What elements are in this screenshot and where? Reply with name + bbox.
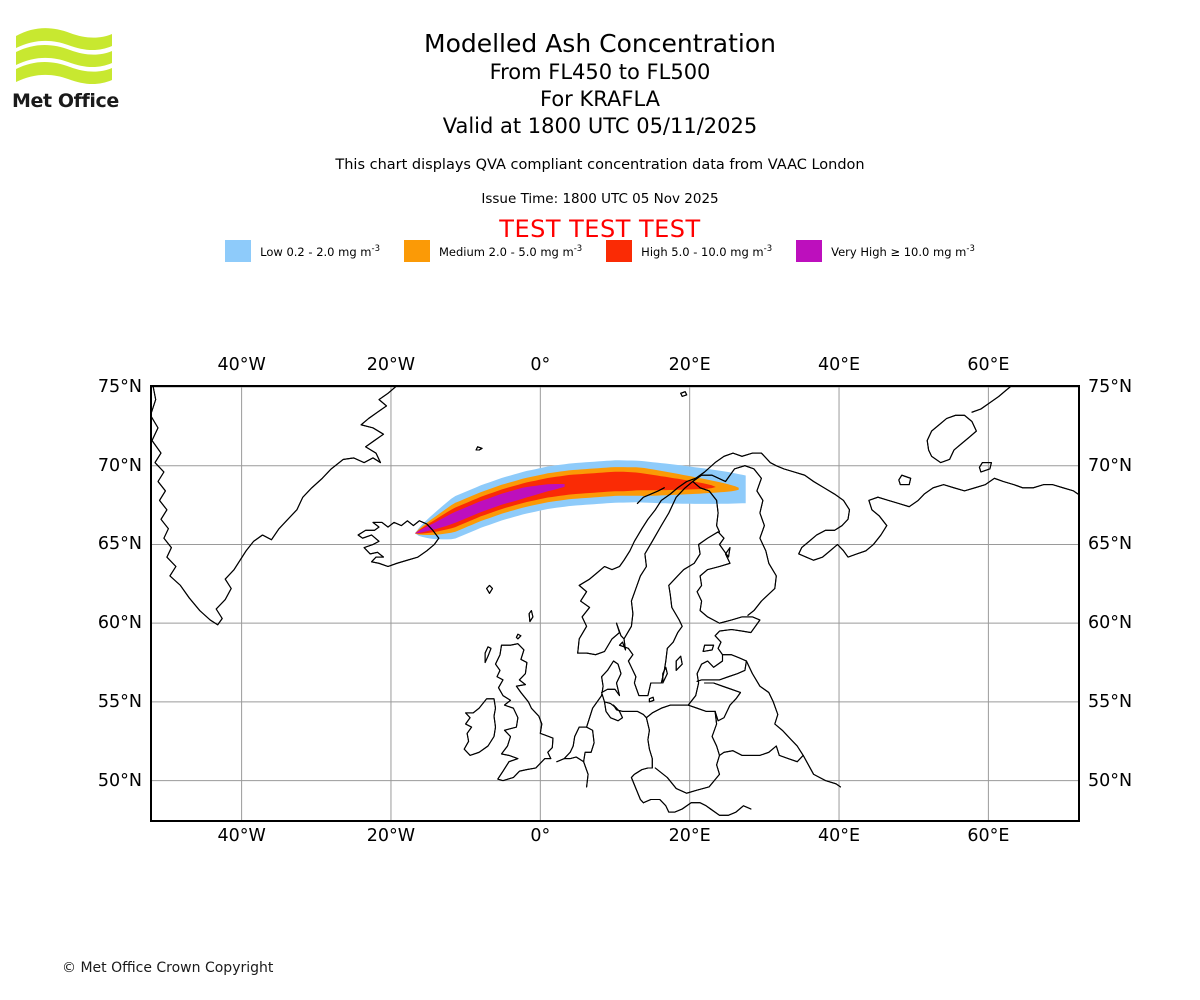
legend-swatch-low bbox=[225, 240, 252, 262]
coastline-segment bbox=[475, 446, 483, 451]
lat-label-right-5: 75°N bbox=[1088, 377, 1133, 397]
legend-label-medium: Medium 2.0 - 5.0 mg m-3 bbox=[438, 243, 583, 259]
coastline-segment bbox=[971, 387, 1011, 413]
map-canvas bbox=[152, 387, 1078, 820]
coastline-segment bbox=[623, 480, 694, 640]
legend-swatch-medium bbox=[403, 240, 430, 262]
lat-label-left-1: 55°N bbox=[97, 691, 142, 712]
subtitle-flight-levels: From FL450 to FL500 bbox=[489, 60, 711, 84]
lat-label-right-0: 50°N bbox=[1088, 770, 1133, 791]
lon-label-bottom-4: 40°E bbox=[817, 826, 861, 846]
coastline-segment bbox=[926, 414, 977, 464]
map-frame bbox=[150, 385, 1080, 822]
lat-label-left-2: 60°N bbox=[97, 613, 142, 634]
lon-label-top-0: 40°W bbox=[217, 355, 266, 375]
coastline-segment bbox=[898, 474, 912, 486]
coastline-segment bbox=[528, 610, 534, 623]
lon-label-top-3: 20°E bbox=[668, 355, 711, 375]
legend-label-very-high: Very High ≥ 10.0 mg m-3 bbox=[831, 243, 975, 259]
coastline-segment bbox=[711, 710, 721, 775]
legend-label-high: High 5.0 - 10.0 mg m-3 bbox=[641, 243, 773, 259]
met-office-logo-label: Met Office bbox=[12, 90, 119, 112]
plume-band-high bbox=[414, 471, 716, 534]
concentration-legend: Low 0.2 - 2.0 mg m-3 Medium 2.0 - 5.0 mg… bbox=[0, 240, 1200, 262]
coastline-segment bbox=[463, 698, 497, 756]
lon-label-top-4: 40°E bbox=[817, 355, 861, 375]
lat-label-left-4: 70°N bbox=[97, 455, 142, 476]
lat-label-right-4: 70°N bbox=[1088, 455, 1133, 476]
coastline-segment bbox=[583, 726, 595, 788]
qva-note: This chart displays QVA compliant concen… bbox=[335, 157, 865, 173]
ash-plume bbox=[414, 460, 746, 540]
coastline-segment bbox=[692, 480, 721, 533]
lon-label-top-2: 0° bbox=[530, 355, 551, 375]
lon-label-bottom-3: 20°E bbox=[668, 826, 711, 846]
lon-label-top-5: 60°E bbox=[967, 355, 1010, 375]
plume-band-very-high bbox=[414, 484, 565, 534]
lat-label-right-1: 55°N bbox=[1088, 691, 1133, 712]
coastline-segment bbox=[692, 465, 777, 616]
coastline-segment bbox=[636, 487, 665, 505]
legend-swatch-high bbox=[606, 240, 633, 262]
coastline-segment bbox=[577, 452, 851, 654]
coastline-segment bbox=[675, 655, 683, 671]
coastline-segment bbox=[710, 805, 752, 816]
coastline-segment bbox=[494, 643, 554, 782]
coastline-segment bbox=[648, 696, 655, 703]
coastlines-overlay bbox=[152, 387, 1078, 816]
lat-label-left-3: 65°N bbox=[97, 534, 142, 555]
coastline-segment bbox=[484, 646, 492, 664]
lat-label-left-5: 75°N bbox=[97, 377, 142, 397]
coastline-segment bbox=[654, 767, 721, 794]
lat-label-right-2: 60°N bbox=[1088, 613, 1133, 634]
lon-label-bottom-0: 40°W bbox=[217, 826, 266, 846]
legend-item-medium: Medium 2.0 - 5.0 mg m-3 bbox=[403, 240, 583, 262]
subtitle-volcano: For KRAFLA bbox=[540, 87, 660, 111]
test-banner: TEST TEST TEST bbox=[499, 215, 701, 243]
coastline-segment bbox=[718, 660, 804, 763]
coastline-segment bbox=[486, 584, 494, 594]
issue-time: Issue Time: 1800 UTC 05 Nov 2025 bbox=[481, 191, 719, 207]
legend-swatch-very-high bbox=[796, 240, 823, 262]
met-office-logo bbox=[12, 24, 122, 114]
coastline-segment bbox=[630, 767, 649, 804]
legend-item-low: Low 0.2 - 2.0 mg m-3 bbox=[225, 240, 380, 262]
met-office-waves-icon bbox=[16, 28, 112, 85]
coastline-segment bbox=[805, 477, 1078, 561]
subtitle-valid-time: Valid at 1800 UTC 05/11/2025 bbox=[442, 114, 758, 138]
coastline-segment bbox=[687, 704, 716, 712]
coastline-segment bbox=[662, 666, 668, 684]
coastline-segment bbox=[714, 691, 742, 722]
coastline-segment bbox=[702, 644, 715, 653]
coastline-segment bbox=[642, 798, 712, 813]
coastline-segment bbox=[978, 462, 992, 473]
coastline-segment bbox=[603, 701, 618, 709]
lon-label-bottom-2: 0° bbox=[530, 826, 551, 846]
legend-item-very-high: Very High ≥ 10.0 mg m-3 bbox=[796, 240, 975, 262]
lon-label-bottom-1: 20°W bbox=[366, 826, 416, 846]
page-title-block: Modelled Ash Concentration From FL450 to… bbox=[0, 28, 1200, 140]
coastline-segment bbox=[357, 520, 440, 568]
legend-label-low: Low 0.2 - 2.0 mg m-3 bbox=[260, 243, 380, 259]
legend-item-high: High 5.0 - 10.0 mg m-3 bbox=[606, 240, 772, 262]
lat-label-right-3: 65°N bbox=[1088, 534, 1133, 555]
coastline-segment bbox=[645, 717, 653, 769]
map-gridlines bbox=[152, 387, 1078, 820]
coastline-segment bbox=[704, 682, 742, 694]
coastline-segment bbox=[696, 654, 747, 682]
copyright-notice: © Met Office Crown Copyright bbox=[62, 960, 274, 976]
lat-label-left-0: 50°N bbox=[97, 770, 142, 791]
coastline-segment bbox=[152, 387, 396, 626]
coastline-segment bbox=[515, 633, 522, 640]
coastline-segment bbox=[556, 531, 761, 763]
ash-concentration-map: 40°W 40°W 20°W 20°W 0° 0° 20°E 20°E 40°E 40°E 60°E… bbox=[98, 355, 1132, 846]
lon-label-bottom-5: 60°E bbox=[967, 826, 1010, 846]
lon-label-top-1: 20°W bbox=[366, 355, 416, 375]
coastline-segment bbox=[680, 391, 688, 397]
coastline-segment bbox=[802, 754, 842, 788]
page-title: Modelled Ash Concentration bbox=[424, 29, 776, 58]
coastline-segment bbox=[563, 756, 585, 763]
